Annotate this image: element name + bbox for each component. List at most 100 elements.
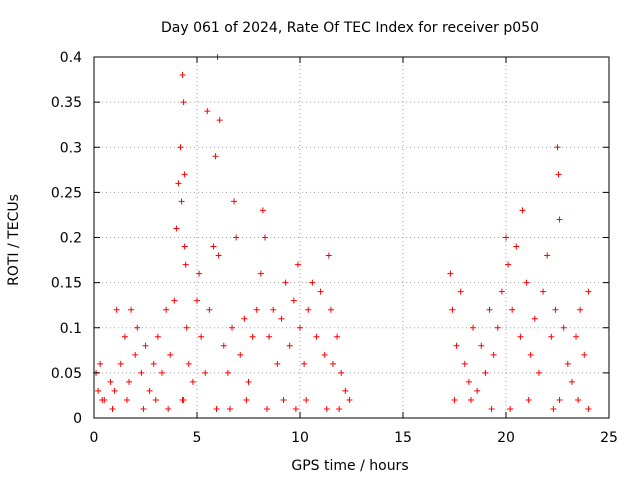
data-point: [334, 333, 341, 340]
data-point: [560, 324, 567, 331]
data-point: [274, 360, 281, 367]
data-point: [478, 342, 485, 349]
x-tick-label: 20: [497, 430, 515, 446]
grid-lines: [94, 57, 609, 418]
data-point: [519, 207, 526, 214]
data-point: [111, 387, 118, 394]
data-point: [181, 171, 188, 178]
data-point: [517, 333, 524, 340]
data-point: [97, 360, 104, 367]
data-point: [325, 252, 332, 259]
data-point: [173, 225, 180, 232]
x-tick-labels: 0 5 10 15 20 25: [90, 430, 618, 446]
data-point: [346, 396, 353, 403]
data-point: [531, 315, 538, 322]
data-point: [123, 396, 130, 403]
data-point: [132, 351, 139, 358]
data-point: [544, 252, 551, 259]
data-point: [470, 324, 477, 331]
data-point: [507, 405, 514, 412]
data-point: [134, 324, 141, 331]
data-point: [264, 405, 271, 412]
data-point: [113, 306, 120, 313]
data-point: [581, 351, 588, 358]
data-point: [261, 234, 268, 241]
data-point: [213, 405, 220, 412]
data-point: [206, 306, 213, 313]
data-point: [568, 378, 575, 385]
data-point: [540, 288, 547, 295]
y-tick-label: 0.15: [51, 276, 82, 292]
data-point: [154, 333, 161, 340]
data-point: [490, 351, 497, 358]
chart-title: Day 061 of 2024, Rate Of TEC Index for r…: [161, 20, 539, 36]
data-point: [585, 288, 592, 295]
data-point: [95, 387, 102, 394]
y-tick-labels: 0 0.05 0.1 0.15 0.2 0.25 0.3 0.35 0.4: [51, 50, 82, 427]
data-point: [280, 396, 287, 403]
data-point: [467, 396, 474, 403]
data-point: [556, 396, 563, 403]
data-point: [150, 360, 157, 367]
data-point: [126, 378, 133, 385]
y-axis-label: ROTI / TECUs: [6, 194, 22, 286]
data-point: [329, 360, 336, 367]
data-point: [245, 378, 252, 385]
data-point: [99, 396, 106, 403]
data-point: [180, 99, 187, 106]
data-point: [447, 270, 454, 277]
y-tick-label: 0: [73, 411, 82, 427]
data-point: [142, 342, 149, 349]
data-point: [313, 333, 320, 340]
data-point: [229, 324, 236, 331]
data-point: [317, 288, 324, 295]
data-point: [309, 279, 316, 286]
data-point: [224, 369, 231, 376]
y-tick-label: 0.25: [51, 185, 82, 201]
x-tick-label: 25: [600, 430, 618, 446]
data-point: [585, 405, 592, 412]
data-point: [278, 315, 285, 322]
data-point: [509, 306, 516, 313]
data-point: [179, 72, 186, 79]
data-point: [185, 360, 192, 367]
data-point: [216, 117, 223, 124]
data-point: [305, 306, 312, 313]
data-point: [575, 396, 582, 403]
data-point: [109, 405, 116, 412]
data-point: [121, 333, 128, 340]
data-point: [196, 270, 203, 277]
data-point: [180, 396, 187, 403]
data-point: [548, 333, 555, 340]
data-point: [181, 243, 188, 250]
data-point: [449, 306, 456, 313]
data-point: [503, 234, 509, 241]
data-point: [128, 306, 135, 313]
data-point: [323, 405, 330, 412]
data-point: [535, 369, 542, 376]
x-tick-label: 0: [90, 430, 99, 446]
data-point: [171, 297, 178, 304]
data-point: [266, 333, 273, 340]
data-point: [465, 378, 472, 385]
data-point: [231, 198, 238, 205]
data-point: [474, 387, 481, 394]
data-point: [321, 351, 328, 358]
data-point: [243, 396, 250, 403]
data-point: [165, 405, 172, 412]
y-tick-label: 0.35: [51, 95, 82, 111]
data-point: [158, 369, 165, 376]
data-point: [220, 342, 227, 349]
data-point: [107, 378, 114, 385]
data-point: [146, 387, 153, 394]
data-point: [451, 396, 458, 403]
data-point: [212, 153, 219, 160]
data-point: [554, 144, 561, 151]
data-point: [523, 279, 530, 286]
data-point: [202, 369, 209, 376]
data-point: [494, 324, 501, 331]
data-point: [249, 333, 256, 340]
data-point: [290, 297, 297, 304]
data-point: [461, 360, 468, 367]
